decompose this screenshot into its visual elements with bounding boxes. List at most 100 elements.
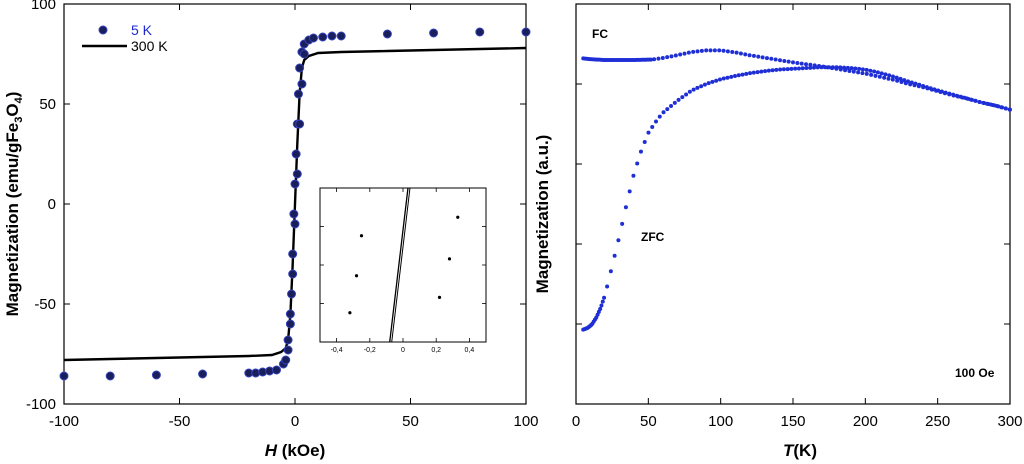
inset-line-300k [389, 187, 409, 343]
point-zfc [977, 99, 982, 104]
point-fc [652, 57, 657, 62]
series-zfc-markers [581, 65, 1012, 332]
point-5k [293, 89, 303, 99]
point-zfc [676, 97, 681, 102]
point-5k [521, 27, 531, 37]
point-zfc [620, 221, 625, 226]
point-5k [283, 335, 293, 345]
inset-point-5k [354, 274, 359, 278]
point-zfc [800, 66, 805, 71]
point-fc [882, 75, 887, 80]
x-axis-symbol: T [783, 441, 795, 460]
point-zfc [1003, 106, 1008, 111]
point-zfc [766, 68, 771, 73]
point-zfc [646, 130, 651, 135]
fc-zfc-tick-marks [575, 4, 1011, 404]
point-zfc [943, 90, 948, 95]
point-fc [669, 54, 674, 59]
point-zfc [759, 69, 764, 74]
point-fc [804, 62, 809, 67]
point-zfc [838, 65, 843, 70]
point-zfc [785, 67, 790, 72]
point-zfc [872, 69, 877, 74]
y-axis-title-part: O [3, 103, 22, 116]
point-zfc [665, 107, 670, 112]
point-zfc [600, 299, 605, 304]
fc-zfc-x-axis-title: T(K) [783, 441, 817, 460]
point-zfc [717, 77, 722, 82]
zfc-annotation: ZFC [641, 230, 665, 244]
point-fc [860, 71, 865, 76]
field-annotation: 100 Oe [955, 366, 995, 380]
point-zfc [605, 284, 610, 289]
point-5k [290, 179, 300, 189]
point-zfc [781, 67, 786, 72]
y-axis-subscript-3: 3 [13, 117, 25, 123]
point-zfc [1000, 105, 1005, 110]
point-zfc [732, 74, 737, 79]
inset-line-300k-return [391, 187, 411, 343]
x-tick-label: -50 [169, 413, 191, 430]
point-fc [747, 53, 752, 58]
inset-5k-markers [348, 215, 460, 315]
point-fc [725, 49, 730, 54]
point-zfc [650, 124, 655, 129]
point-5k [272, 365, 282, 375]
inset-x-tick-label: -0,4 [331, 347, 343, 354]
point-zfc [906, 79, 911, 84]
point-5k [59, 371, 69, 381]
x-tick-label: 300 [997, 413, 1022, 430]
inset-point-5k [348, 311, 352, 315]
point-fc [743, 52, 748, 57]
x-tick-label: 0 [291, 413, 299, 430]
point-zfc [616, 238, 621, 243]
point-zfc [654, 119, 659, 124]
point-zfc [661, 110, 666, 115]
point-zfc [808, 65, 813, 70]
point-zfc [695, 85, 700, 90]
point-fc [678, 52, 683, 57]
point-fc [686, 50, 691, 55]
point-fc [695, 49, 700, 54]
point-zfc [793, 66, 798, 71]
point-fc [851, 69, 856, 74]
point-fc [708, 48, 713, 53]
fc-annotation: FC [592, 27, 608, 41]
point-fc [769, 56, 774, 61]
point-zfc [702, 82, 707, 87]
inset-point-5k [456, 215, 460, 219]
point-zfc [909, 80, 914, 85]
fc-zfc-plot-frame [575, 3, 1011, 405]
point-zfc [612, 253, 617, 258]
point-zfc [988, 102, 993, 107]
point-zfc [921, 83, 926, 88]
point-5k [289, 209, 299, 219]
point-zfc [981, 100, 986, 105]
point-zfc [932, 87, 937, 92]
point-zfc [623, 205, 628, 210]
point-zfc [954, 93, 959, 98]
point-zfc [951, 92, 956, 97]
point-zfc [598, 306, 603, 311]
x-axis-unit: (kOe) [277, 441, 325, 460]
line-300k [63, 46, 527, 362]
point-zfc [819, 65, 824, 70]
legend-300k-label: 300 K [131, 38, 168, 54]
point-fc [791, 60, 795, 65]
point-fc [795, 61, 800, 65]
point-5k [288, 269, 298, 279]
point-zfc [868, 68, 873, 73]
point-zfc [887, 73, 892, 78]
x-axis-symbol: H [265, 441, 278, 460]
x-tick-label: 50 [402, 413, 419, 430]
point-zfc [936, 88, 941, 93]
point-5k [308, 33, 318, 43]
hysteresis-tick-labels: -100 -50 0 50 100 -100 -50 0 50 100 [26, 0, 539, 430]
point-zfc [796, 66, 801, 71]
point-fc [660, 56, 665, 60]
inset-x-tick-label: 0,2 [431, 347, 441, 354]
point-zfc [714, 78, 719, 83]
inset-point-5k [359, 234, 364, 238]
point-zfc [864, 67, 869, 72]
